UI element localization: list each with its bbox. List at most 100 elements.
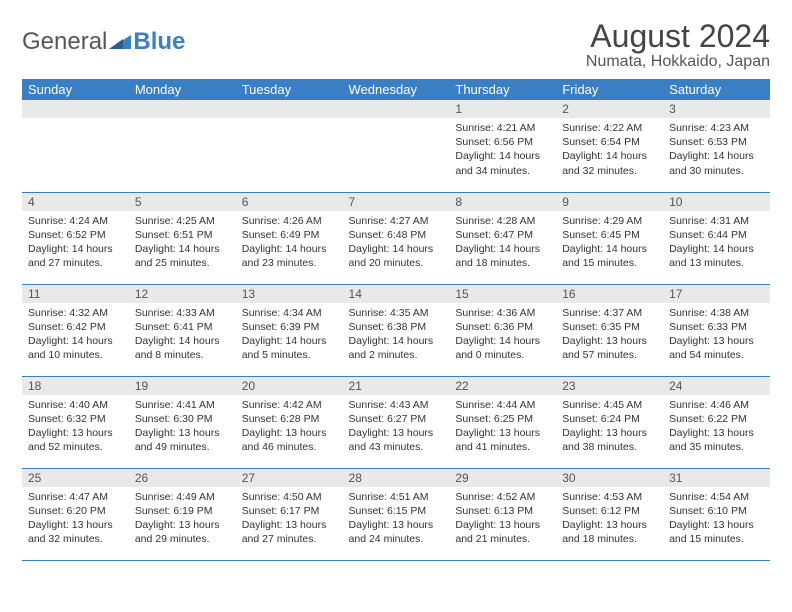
sunset-line: Sunset: 6:47 PM bbox=[455, 228, 550, 242]
day-number: 3 bbox=[663, 100, 770, 118]
day-details: Sunrise: 4:40 AMSunset: 6:32 PMDaylight:… bbox=[22, 395, 129, 459]
sunset-line: Sunset: 6:12 PM bbox=[562, 504, 657, 518]
sunset-line: Sunset: 6:48 PM bbox=[349, 228, 444, 242]
daylight-line: Daylight: 14 hours and 25 minutes. bbox=[135, 242, 230, 270]
sunset-line: Sunset: 6:41 PM bbox=[135, 320, 230, 334]
sunrise-line: Sunrise: 4:43 AM bbox=[349, 398, 444, 412]
calendar-row: 1Sunrise: 4:21 AMSunset: 6:56 PMDaylight… bbox=[22, 100, 770, 192]
calendar-cell: 5Sunrise: 4:25 AMSunset: 6:51 PMDaylight… bbox=[129, 192, 236, 284]
day-number: 25 bbox=[22, 469, 129, 487]
sunset-line: Sunset: 6:19 PM bbox=[135, 504, 230, 518]
day-number: 28 bbox=[343, 469, 450, 487]
sunrise-line: Sunrise: 4:35 AM bbox=[349, 306, 444, 320]
sunset-line: Sunset: 6:17 PM bbox=[242, 504, 337, 518]
logo: General Blue bbox=[22, 18, 185, 56]
daylight-line: Daylight: 14 hours and 27 minutes. bbox=[28, 242, 123, 270]
day-header: Saturday bbox=[663, 79, 770, 100]
daylight-line: Daylight: 14 hours and 2 minutes. bbox=[349, 334, 444, 362]
sunset-line: Sunset: 6:10 PM bbox=[669, 504, 764, 518]
calendar-cell: 28Sunrise: 4:51 AMSunset: 6:15 PMDayligh… bbox=[343, 468, 450, 560]
day-details: Sunrise: 4:49 AMSunset: 6:19 PMDaylight:… bbox=[129, 487, 236, 551]
calendar-cell: 20Sunrise: 4:42 AMSunset: 6:28 PMDayligh… bbox=[236, 376, 343, 468]
sunset-line: Sunset: 6:33 PM bbox=[669, 320, 764, 334]
day-details: Sunrise: 4:31 AMSunset: 6:44 PMDaylight:… bbox=[663, 211, 770, 275]
day-number: 1 bbox=[449, 100, 556, 118]
sunrise-line: Sunrise: 4:51 AM bbox=[349, 490, 444, 504]
sunrise-line: Sunrise: 4:25 AM bbox=[135, 214, 230, 228]
day-number: 16 bbox=[556, 285, 663, 303]
day-details: Sunrise: 4:28 AMSunset: 6:47 PMDaylight:… bbox=[449, 211, 556, 275]
day-details: Sunrise: 4:42 AMSunset: 6:28 PMDaylight:… bbox=[236, 395, 343, 459]
daylight-line: Daylight: 13 hours and 57 minutes. bbox=[562, 334, 657, 362]
daylight-line: Daylight: 14 hours and 18 minutes. bbox=[455, 242, 550, 270]
day-number: 17 bbox=[663, 285, 770, 303]
day-number: 20 bbox=[236, 377, 343, 395]
sunrise-line: Sunrise: 4:46 AM bbox=[669, 398, 764, 412]
sunset-line: Sunset: 6:13 PM bbox=[455, 504, 550, 518]
day-details: Sunrise: 4:52 AMSunset: 6:13 PMDaylight:… bbox=[449, 487, 556, 551]
sunset-line: Sunset: 6:42 PM bbox=[28, 320, 123, 334]
calendar-cell: 27Sunrise: 4:50 AMSunset: 6:17 PMDayligh… bbox=[236, 468, 343, 560]
calendar-row: 18Sunrise: 4:40 AMSunset: 6:32 PMDayligh… bbox=[22, 376, 770, 468]
sunrise-line: Sunrise: 4:34 AM bbox=[242, 306, 337, 320]
sunrise-line: Sunrise: 4:41 AM bbox=[135, 398, 230, 412]
daylight-line: Daylight: 14 hours and 10 minutes. bbox=[28, 334, 123, 362]
calendar-cell: 2Sunrise: 4:22 AMSunset: 6:54 PMDaylight… bbox=[556, 100, 663, 192]
day-number: 19 bbox=[129, 377, 236, 395]
calendar-cell: 22Sunrise: 4:44 AMSunset: 6:25 PMDayligh… bbox=[449, 376, 556, 468]
sunrise-line: Sunrise: 4:37 AM bbox=[562, 306, 657, 320]
sunrise-line: Sunrise: 4:52 AM bbox=[455, 490, 550, 504]
day-details: Sunrise: 4:33 AMSunset: 6:41 PMDaylight:… bbox=[129, 303, 236, 367]
day-number: 14 bbox=[343, 285, 450, 303]
sunrise-line: Sunrise: 4:28 AM bbox=[455, 214, 550, 228]
calendar-cell: 21Sunrise: 4:43 AMSunset: 6:27 PMDayligh… bbox=[343, 376, 450, 468]
day-details: Sunrise: 4:21 AMSunset: 6:56 PMDaylight:… bbox=[449, 118, 556, 182]
calendar-cell: 3Sunrise: 4:23 AMSunset: 6:53 PMDaylight… bbox=[663, 100, 770, 192]
day-details: Sunrise: 4:53 AMSunset: 6:12 PMDaylight:… bbox=[556, 487, 663, 551]
calendar-cell: 17Sunrise: 4:38 AMSunset: 6:33 PMDayligh… bbox=[663, 284, 770, 376]
calendar-cell: 31Sunrise: 4:54 AMSunset: 6:10 PMDayligh… bbox=[663, 468, 770, 560]
day-details: Sunrise: 4:23 AMSunset: 6:53 PMDaylight:… bbox=[663, 118, 770, 182]
sunrise-line: Sunrise: 4:24 AM bbox=[28, 214, 123, 228]
day-details: Sunrise: 4:35 AMSunset: 6:38 PMDaylight:… bbox=[343, 303, 450, 367]
day-details: Sunrise: 4:32 AMSunset: 6:42 PMDaylight:… bbox=[22, 303, 129, 367]
sunset-line: Sunset: 6:39 PM bbox=[242, 320, 337, 334]
sunrise-line: Sunrise: 4:31 AM bbox=[669, 214, 764, 228]
logo-triangle-icon bbox=[109, 33, 131, 51]
sunset-line: Sunset: 6:35 PM bbox=[562, 320, 657, 334]
day-number: 7 bbox=[343, 193, 450, 211]
sunset-line: Sunset: 6:24 PM bbox=[562, 412, 657, 426]
sunset-line: Sunset: 6:25 PM bbox=[455, 412, 550, 426]
calendar-cell: 24Sunrise: 4:46 AMSunset: 6:22 PMDayligh… bbox=[663, 376, 770, 468]
sunrise-line: Sunrise: 4:27 AM bbox=[349, 214, 444, 228]
calendar-cell: 18Sunrise: 4:40 AMSunset: 6:32 PMDayligh… bbox=[22, 376, 129, 468]
day-details: Sunrise: 4:54 AMSunset: 6:10 PMDaylight:… bbox=[663, 487, 770, 551]
calendar-cell: 26Sunrise: 4:49 AMSunset: 6:19 PMDayligh… bbox=[129, 468, 236, 560]
sunset-line: Sunset: 6:49 PM bbox=[242, 228, 337, 242]
day-details: Sunrise: 4:43 AMSunset: 6:27 PMDaylight:… bbox=[343, 395, 450, 459]
sunset-line: Sunset: 6:38 PM bbox=[349, 320, 444, 334]
sunrise-line: Sunrise: 4:33 AM bbox=[135, 306, 230, 320]
day-number: 21 bbox=[343, 377, 450, 395]
sunset-line: Sunset: 6:32 PM bbox=[28, 412, 123, 426]
logo-text-general: General bbox=[22, 28, 107, 56]
day-number: 24 bbox=[663, 377, 770, 395]
day-number: 6 bbox=[236, 193, 343, 211]
day-details: Sunrise: 4:22 AMSunset: 6:54 PMDaylight:… bbox=[556, 118, 663, 182]
sunrise-line: Sunrise: 4:36 AM bbox=[455, 306, 550, 320]
daylight-line: Daylight: 13 hours and 49 minutes. bbox=[135, 426, 230, 454]
calendar-body: 1Sunrise: 4:21 AMSunset: 6:56 PMDaylight… bbox=[22, 100, 770, 560]
sunrise-line: Sunrise: 4:44 AM bbox=[455, 398, 550, 412]
calendar-cell: 7Sunrise: 4:27 AMSunset: 6:48 PMDaylight… bbox=[343, 192, 450, 284]
sunset-line: Sunset: 6:15 PM bbox=[349, 504, 444, 518]
sunrise-line: Sunrise: 4:53 AM bbox=[562, 490, 657, 504]
calendar-cell: 12Sunrise: 4:33 AMSunset: 6:41 PMDayligh… bbox=[129, 284, 236, 376]
calendar-cell: 29Sunrise: 4:52 AMSunset: 6:13 PMDayligh… bbox=[449, 468, 556, 560]
daylight-line: Daylight: 13 hours and 46 minutes. bbox=[242, 426, 337, 454]
daylight-line: Daylight: 14 hours and 15 minutes. bbox=[562, 242, 657, 270]
sunrise-line: Sunrise: 4:21 AM bbox=[455, 121, 550, 135]
header: General Blue August 2024 Numata, Hokkaid… bbox=[22, 18, 770, 71]
sunrise-line: Sunrise: 4:47 AM bbox=[28, 490, 123, 504]
day-number: 11 bbox=[22, 285, 129, 303]
daylight-line: Daylight: 13 hours and 15 minutes. bbox=[669, 518, 764, 546]
